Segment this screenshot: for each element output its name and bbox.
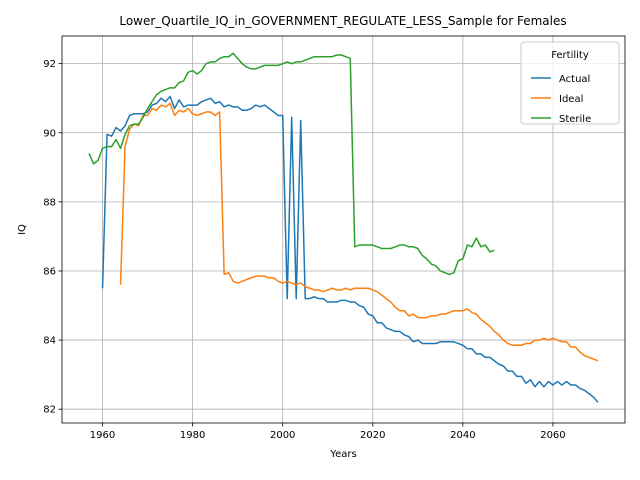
plot-frame xyxy=(61,35,626,424)
x-tick-label: 1980 xyxy=(180,430,205,441)
legend: Fertility Actual Ideal Sterile xyxy=(520,41,620,125)
legend-entries: Actual Ideal Sterile xyxy=(531,74,591,125)
series-line-actual xyxy=(101,95,599,403)
legend-label-ideal: Ideal xyxy=(559,94,583,105)
chart-title: Lower_Quartile_IQ_in_GOVERNMENT_REGULATE… xyxy=(119,14,566,28)
x-tick-label: 2060 xyxy=(540,430,565,441)
series-lines xyxy=(88,52,599,403)
y-tick-label: 82 xyxy=(43,405,56,416)
x-tick-label: 1960 xyxy=(90,430,115,441)
x-tick-label: 2020 xyxy=(360,430,385,441)
y-tick-label: 86 xyxy=(43,266,56,277)
y-tick-label: 92 xyxy=(43,59,56,70)
y-tick-label: 90 xyxy=(43,128,56,139)
series-line-sterile xyxy=(88,52,495,276)
legend-box xyxy=(520,41,620,125)
x-tick-label: 2000 xyxy=(270,430,295,441)
grid xyxy=(62,36,625,423)
y-tick-label: 88 xyxy=(43,197,56,208)
legend-title: Fertility xyxy=(551,50,589,61)
x-axis-label: Years xyxy=(329,449,356,460)
axis-ticks: 1960 1980 2000 2020 2040 2060 82 84 86 88 90 92 xyxy=(43,59,565,441)
legend-label-sterile: Sterile xyxy=(559,114,591,125)
y-tick-label: 84 xyxy=(43,336,56,347)
y-axis-label: IQ xyxy=(17,224,28,235)
series-line-ideal xyxy=(119,102,599,362)
x-tick-label: 2040 xyxy=(450,430,475,441)
legend-label-actual: Actual xyxy=(559,74,590,85)
